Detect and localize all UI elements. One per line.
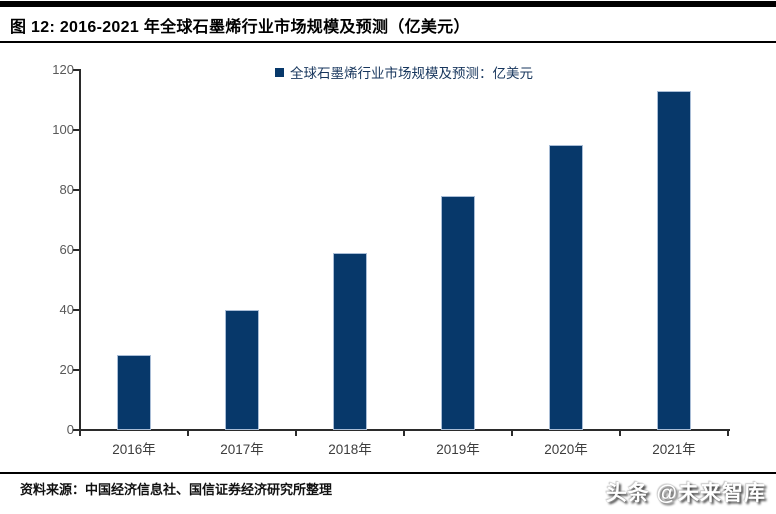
- bar-2020年: [549, 145, 583, 430]
- y-axis-tick: [73, 369, 80, 371]
- x-axis-tick-label: 2018年: [328, 442, 372, 457]
- bottom-rule: [0, 472, 776, 474]
- y-axis-tick: [73, 309, 80, 311]
- y-axis-tick-label: 0: [66, 422, 74, 437]
- x-axis-tick: [295, 431, 297, 436]
- bar-2017年: [225, 310, 259, 430]
- top-rule: [0, 1, 776, 7]
- x-axis-tick-label: 2019年: [436, 442, 480, 457]
- y-axis-tick: [73, 429, 80, 431]
- bar-2016年: [117, 355, 151, 430]
- x-axis-line: [79, 429, 730, 431]
- x-axis-tick: [511, 431, 513, 436]
- y-axis-tick-label: 60: [59, 242, 74, 257]
- bar-2019年: [441, 196, 475, 430]
- figure-title: 图 12: 2016-2021 年全球石墨烯行业市场规模及预测（亿美元）: [10, 19, 470, 36]
- x-axis-tick: [79, 431, 81, 436]
- bar-2018年: [333, 253, 367, 430]
- x-axis-tick: [619, 431, 621, 436]
- source-note: 资料来源：中国经济信息社、国信证券经济研究所整理: [20, 482, 333, 497]
- x-axis-tick: [403, 431, 405, 436]
- y-axis-tick-label: 40: [59, 302, 74, 317]
- legend-swatch-icon: [275, 67, 284, 77]
- title-rule: [0, 41, 776, 43]
- x-axis-tick: [727, 431, 729, 436]
- x-axis-tick-label: 2020年: [544, 442, 588, 457]
- x-axis-tick-label: 2017年: [220, 442, 264, 457]
- y-axis-tick-label: 100: [52, 122, 74, 137]
- y-axis-tick-label: 20: [59, 362, 74, 377]
- y-axis-tick-label: 80: [59, 182, 74, 197]
- y-axis-tick: [73, 189, 80, 191]
- bar-2021年: [657, 91, 691, 430]
- y-axis-line: [79, 69, 81, 431]
- y-axis-tick-label: 120: [52, 62, 74, 77]
- x-axis-tick: [187, 431, 189, 436]
- y-axis-tick: [73, 129, 80, 131]
- y-axis-tick: [73, 249, 80, 251]
- y-axis-tick: [73, 69, 80, 71]
- watermark: 头条 @未来智库: [605, 482, 766, 505]
- chart-legend: 全球石墨烯行业市场规模及预测：亿美元: [80, 63, 728, 81]
- x-axis-tick-label: 2021年: [652, 442, 696, 457]
- x-axis-tick-label: 2016年: [112, 442, 156, 457]
- legend-label: 全球石墨烯行业市场规模及预测：亿美元: [290, 66, 533, 81]
